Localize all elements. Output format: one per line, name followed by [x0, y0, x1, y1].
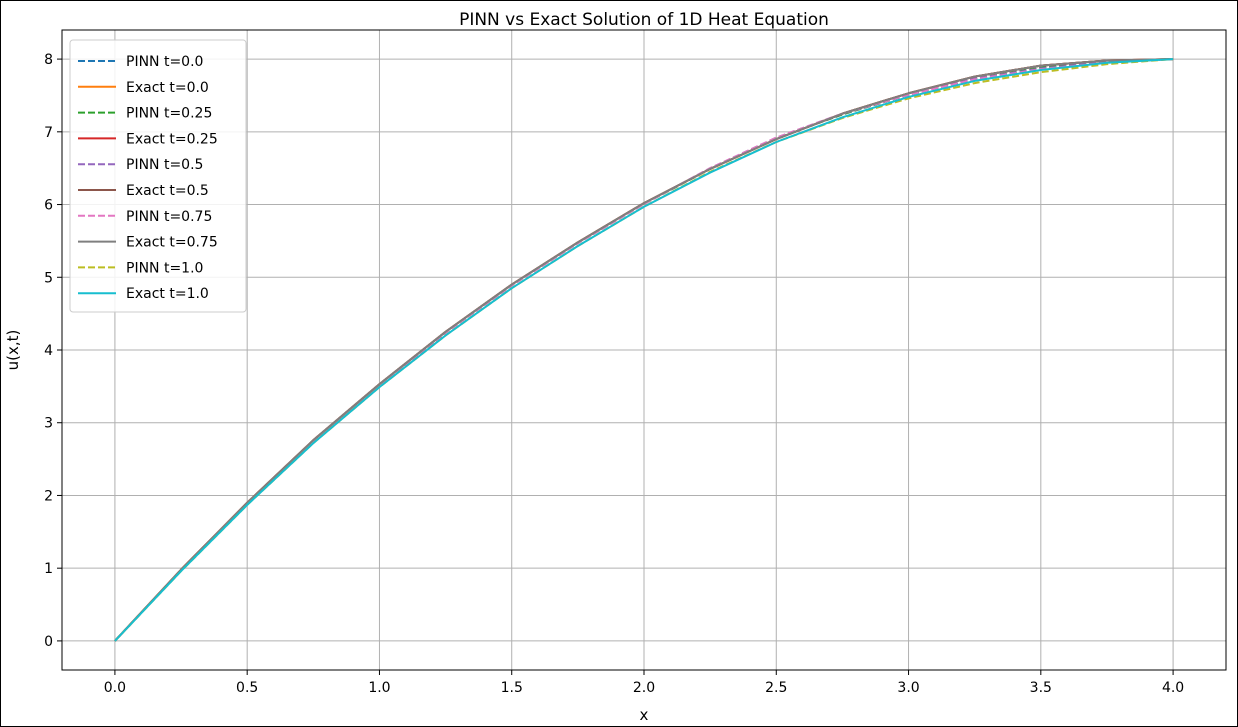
y-tick-label: 4	[44, 343, 53, 359]
legend-entry-label: PINN t=1.0	[126, 260, 203, 276]
plot-series	[114, 58, 1174, 642]
y-tick-label: 8	[44, 52, 53, 68]
axis-ticks: 0.0 0.5 1.0 1.5 2.0 2.5 3.0 3.5 4.0 0 1 2 3 4 5 6 7 8	[44, 52, 1184, 696]
y-axis-title: u(x,t)	[4, 330, 22, 371]
y-tick-label: 2	[44, 488, 53, 504]
x-axis-title: x	[640, 706, 649, 724]
legend-entry-label: Exact t=0.0	[126, 80, 209, 96]
legend-entry-label: PINN t=0.0	[126, 54, 203, 70]
legend-entry-label: Exact t=0.25	[126, 131, 218, 147]
legend: PINN t=0.0 Exact t=0.0 PINN t=0.25 Exact t=…	[69, 39, 247, 313]
legend-entry-label: PINN t=0.25	[126, 106, 212, 122]
y-tick-label: 7	[44, 125, 53, 141]
x-tick-label: 2.0	[633, 680, 655, 696]
legend-entry-label: Exact t=0.5	[126, 183, 209, 199]
y-tick-label: 1	[44, 561, 53, 577]
x-tick-label: 3.0	[897, 680, 919, 696]
legend-box	[69, 39, 247, 313]
y-tick-label: 0	[44, 634, 53, 650]
y-tick-label: 3	[44, 416, 53, 432]
x-tick-label: 1.0	[368, 680, 390, 696]
x-tick-label: 4.0	[1162, 680, 1184, 696]
grid	[62, 30, 1226, 670]
series-line-exact-t-1-0	[114, 58, 1174, 642]
x-tick-label: 3.5	[1030, 680, 1052, 696]
x-tick-label: 0.0	[104, 680, 126, 696]
legend-entry-label: PINN t=0.75	[126, 209, 212, 225]
y-tick-label: 5	[44, 270, 53, 286]
legend-entry-label: Exact t=0.75	[126, 235, 218, 251]
chart-title: PINN vs Exact Solution of 1D Heat Equati…	[459, 10, 829, 30]
x-tick-label: 0.5	[236, 680, 258, 696]
x-tick-label: 2.5	[765, 680, 787, 696]
legend-entry-label: PINN t=0.5	[126, 157, 203, 173]
series-line-exact-t-0-75	[114, 58, 1174, 642]
y-tick-label: 6	[44, 198, 53, 214]
x-tick-label: 1.5	[501, 680, 523, 696]
legend-entry-label: Exact t=1.0	[126, 286, 209, 302]
